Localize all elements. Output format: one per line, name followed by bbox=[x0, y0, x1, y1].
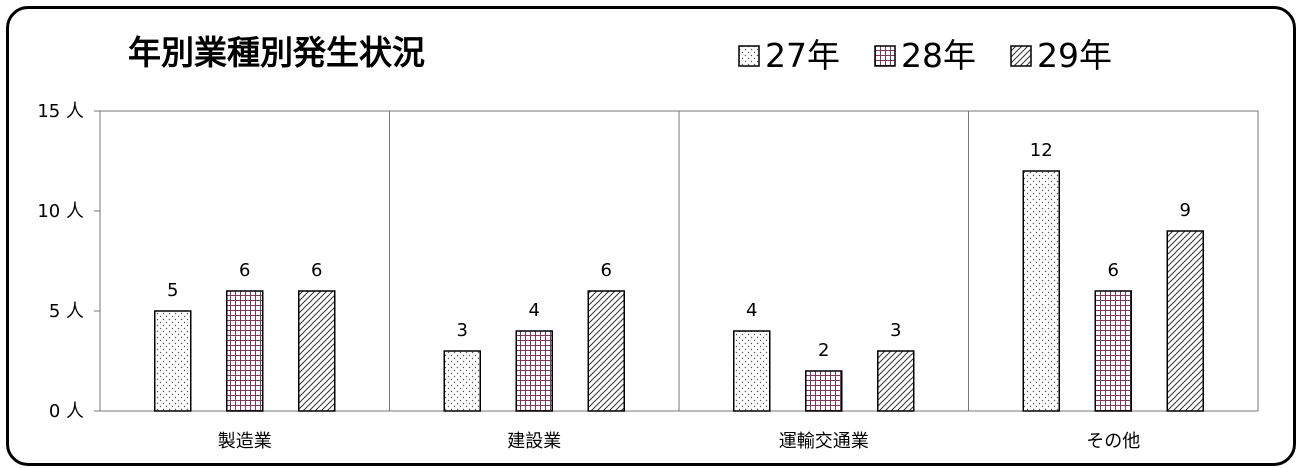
data-label: 3 bbox=[457, 320, 468, 341]
data-label: 12 bbox=[1030, 140, 1053, 161]
x-category-label: 建設業 bbox=[507, 431, 561, 452]
y-tick-label: 0 人 bbox=[49, 401, 84, 422]
legend-swatch bbox=[1010, 45, 1032, 67]
data-label: 9 bbox=[1180, 200, 1191, 221]
data-label: 5 bbox=[167, 280, 178, 301]
bar bbox=[1022, 170, 1060, 412]
data-label: 3 bbox=[890, 320, 901, 341]
bar bbox=[877, 350, 915, 412]
x-category-label: 製造業 bbox=[218, 431, 272, 452]
bars bbox=[154, 170, 1204, 412]
data-label: 4 bbox=[746, 300, 757, 321]
chart-title: 年別業種別発生状況 bbox=[128, 33, 425, 72]
bar bbox=[1166, 230, 1204, 412]
legend-label: 28年 bbox=[901, 36, 976, 75]
x-category-label: その他 bbox=[1086, 431, 1140, 452]
bar bbox=[733, 330, 771, 412]
legend-label: 29年 bbox=[1037, 36, 1112, 75]
bar bbox=[443, 350, 481, 412]
y-tick-label: 10 人 bbox=[37, 201, 84, 222]
bar bbox=[587, 290, 625, 412]
data-label: 6 bbox=[239, 260, 250, 281]
data-labels: 5 3 4 12 6 4 2 6 6 6 3 9 bbox=[167, 140, 1191, 361]
y-tick-label: 5 人 bbox=[49, 301, 84, 322]
data-label: 6 bbox=[1108, 260, 1119, 281]
x-category-label: 運輸交通業 bbox=[779, 431, 869, 452]
bar bbox=[298, 290, 336, 412]
bar bbox=[805, 370, 843, 412]
bar bbox=[226, 290, 264, 412]
y-tick-label: 15 人 bbox=[37, 101, 84, 122]
bar bbox=[515, 330, 553, 412]
data-label: 4 bbox=[529, 300, 540, 321]
bar bbox=[1094, 290, 1132, 412]
data-label: 6 bbox=[601, 260, 612, 281]
chart-frame bbox=[6, 6, 1296, 466]
legend-swatch bbox=[738, 45, 760, 67]
legend-label: 27年 bbox=[765, 36, 840, 75]
data-label: 2 bbox=[818, 340, 829, 361]
data-label: 6 bbox=[311, 260, 322, 281]
bar bbox=[154, 310, 192, 412]
legend: 27年 28年 29年 bbox=[738, 36, 1112, 75]
legend-swatch bbox=[874, 45, 896, 67]
